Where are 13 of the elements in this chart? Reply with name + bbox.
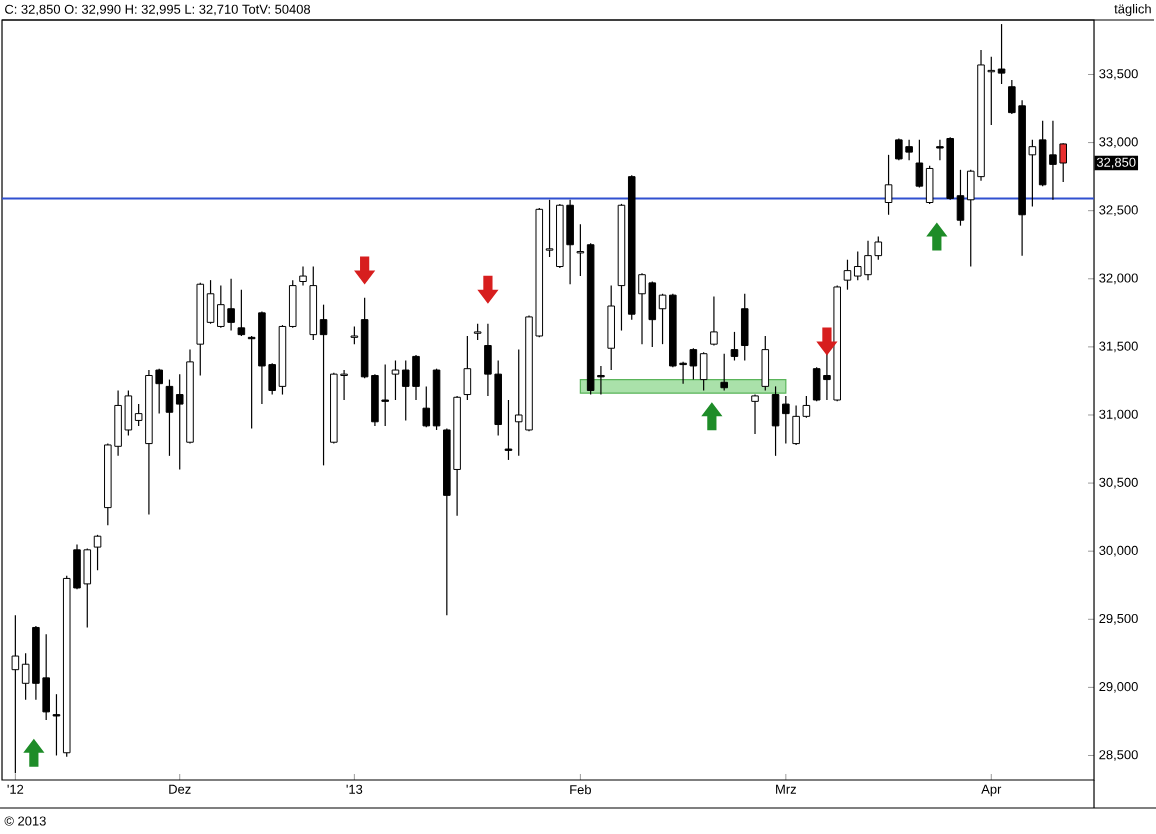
candlestick: [463, 335, 472, 401]
candlestick: [761, 335, 770, 392]
candlestick: [720, 353, 728, 392]
candlestick: [607, 284, 615, 371]
candlestick: [730, 331, 739, 362]
candlestick: [751, 393, 759, 435]
candlestick: [504, 399, 513, 461]
candlestick: [93, 534, 102, 571]
candlestick: [740, 293, 749, 362]
candlestick: [237, 289, 246, 337]
candlestick: [710, 295, 718, 347]
candlestick: [884, 154, 893, 216]
candlestick: [299, 265, 307, 287]
